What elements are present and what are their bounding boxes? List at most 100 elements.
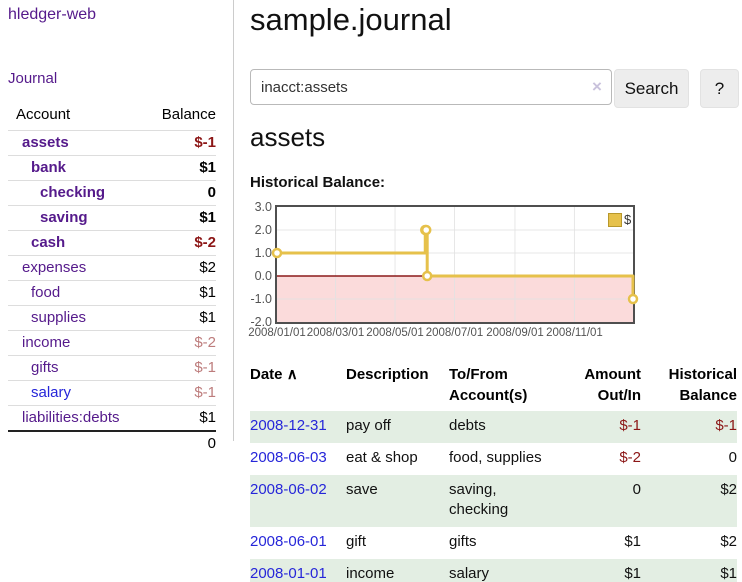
account-balance: $-1	[194, 359, 216, 376]
account-balance: $1	[199, 209, 216, 226]
transaction-accounts: salary	[449, 559, 579, 582]
y-tick-label: 1.0	[254, 246, 272, 260]
register-body: 2008-12-31 pay off debts $-1 $-1 2008-06-03 ea…	[250, 411, 737, 582]
account-row: saving $1	[8, 205, 216, 231]
transaction-row: 2008-06-02 save saving, checking 0 $2	[250, 475, 737, 527]
account-link-checking[interactable]: checking	[40, 184, 106, 201]
transaction-balance-cell: $2	[641, 527, 737, 559]
sidebar-item-journal[interactable]: Journal	[8, 70, 58, 87]
account-link-liabilities-debts[interactable]: liabilities:debts	[22, 409, 120, 426]
transaction-date-link[interactable]: 2008-12-31	[250, 417, 327, 434]
chart-plot: $	[271, 205, 639, 324]
transaction-balance-cell: $-1	[641, 411, 737, 443]
brand-link[interactable]: hledger-web	[8, 6, 97, 23]
account-link-assets[interactable]: assets	[22, 134, 69, 151]
accounts-header-balance: Balance	[161, 106, 216, 123]
search-input[interactable]	[250, 69, 612, 105]
col-header-balance: Historical Balance	[668, 366, 737, 404]
transaction-date-link[interactable]: 2008-06-02	[250, 481, 327, 498]
account-balance: $1	[199, 284, 216, 301]
transaction-amount: 0	[632, 481, 641, 498]
transaction-balance: 0	[728, 449, 737, 466]
y-tick-label: -2.0	[250, 315, 272, 329]
accounts-total-spacer	[8, 431, 148, 456]
account-link-supplies[interactable]: supplies	[31, 309, 87, 326]
account-link-income[interactable]: income	[22, 334, 71, 351]
accounts-header-account: Account	[16, 106, 71, 123]
transaction-amount-cell: 0	[579, 475, 641, 527]
transaction-date-link[interactable]: 2008-01-01	[250, 565, 327, 582]
transaction-amount-cell: $1	[579, 527, 641, 559]
account-row: supplies $1	[8, 305, 216, 331]
sort-ascending-icon: ∧	[286, 366, 298, 383]
account-link-food[interactable]: food	[31, 284, 61, 301]
transaction-amount-cell: $-2	[579, 443, 641, 475]
chart-plot-svg	[271, 207, 639, 322]
sidebar-accounts-body: assets $-1 bank $1 checking 0 saving $1 cash $-2 e…	[8, 130, 216, 432]
account-balance: $2	[199, 259, 216, 276]
account-link-expenses[interactable]: expenses	[22, 259, 87, 276]
x-tick-label: 2008/11/01	[546, 327, 603, 339]
data-point-marker	[421, 270, 433, 282]
account-row: food $1	[8, 280, 216, 306]
search-button[interactable]: Search	[614, 69, 689, 108]
sidebar-divider	[233, 0, 234, 441]
account-link-gifts[interactable]: gifts	[31, 359, 59, 376]
col-header-amount: Amount Out/In	[584, 366, 641, 404]
account-row: salary $-1	[8, 380, 216, 406]
col-header-date-label: Date	[250, 366, 283, 383]
col-header-description: Description	[346, 366, 429, 383]
data-point-marker	[420, 224, 432, 236]
account-balance: $-1	[194, 384, 216, 401]
transaction-accounts: gifts	[449, 533, 477, 550]
transaction-row: 2008-06-01 gift gifts $1 $2	[250, 527, 737, 559]
clear-search-icon[interactable]: ×	[592, 77, 602, 96]
account-row: income $-2	[8, 330, 216, 356]
account-balance: $1	[199, 309, 216, 326]
x-tick-label: 2008/03/01	[306, 327, 365, 339]
account-link-salary[interactable]: salary	[31, 384, 72, 401]
transaction-balance-cell: 0	[641, 443, 737, 475]
transaction-date-link[interactable]: 2008-06-01	[250, 533, 327, 550]
transaction-date-cell: 2008-06-02	[250, 475, 346, 527]
transaction-date-link[interactable]: 2008-06-03	[250, 449, 327, 466]
data-point-marker	[627, 293, 639, 305]
chart-legend: $	[608, 212, 631, 227]
account-link-saving[interactable]: saving	[40, 209, 88, 226]
x-tick-label: 2008/01/01	[248, 327, 306, 339]
help-button[interactable]: ?	[700, 69, 739, 108]
y-tick-label: 2.0	[254, 223, 272, 237]
transaction-row: 2008-06-03 eat & shop food, supplies $-2 0	[250, 443, 737, 475]
transaction-balance: $2	[720, 533, 737, 550]
account-row: cash $-2	[8, 230, 216, 256]
col-header-accounts: To/From Account(s)	[449, 366, 528, 404]
accounts-total-row: 0	[8, 431, 216, 456]
account-row: bank $1	[8, 155, 216, 181]
legend-swatch	[608, 212, 622, 227]
transaction-amount: $1	[624, 565, 641, 582]
col-header-date[interactable]: Date ∧	[250, 362, 346, 411]
account-balance: $-2	[194, 234, 216, 251]
transaction-amount: $1	[624, 533, 641, 550]
transaction-description: pay off	[346, 411, 449, 443]
chart-title: Historical Balance:	[250, 174, 386, 191]
transaction-description: save	[346, 475, 449, 527]
transaction-accounts: food, supplies	[449, 449, 542, 466]
page-title: sample.journal	[250, 2, 452, 37]
account-row: expenses $2	[8, 255, 216, 281]
transaction-date-cell: 2008-06-03	[250, 443, 346, 475]
account-row: checking 0	[8, 180, 216, 206]
account-balance: 0	[207, 184, 216, 201]
accounts-header-row: Account Balance	[8, 102, 216, 131]
account-link-cash[interactable]: cash	[31, 234, 66, 251]
y-tick-label: -1.0	[250, 292, 272, 306]
register-table: Date ∧ Description To/From Account(s) Am…	[250, 362, 737, 582]
transaction-balance: $2	[720, 481, 737, 498]
account-balance: $-2	[194, 334, 216, 351]
transaction-date-cell: 2008-12-31	[250, 411, 346, 443]
account-link-bank[interactable]: bank	[31, 159, 67, 176]
account-balance: $-1	[194, 134, 216, 151]
transaction-amount-cell: $1	[579, 559, 641, 582]
transaction-description: eat & shop	[346, 449, 418, 466]
accounts-total-value: 0	[207, 435, 216, 452]
